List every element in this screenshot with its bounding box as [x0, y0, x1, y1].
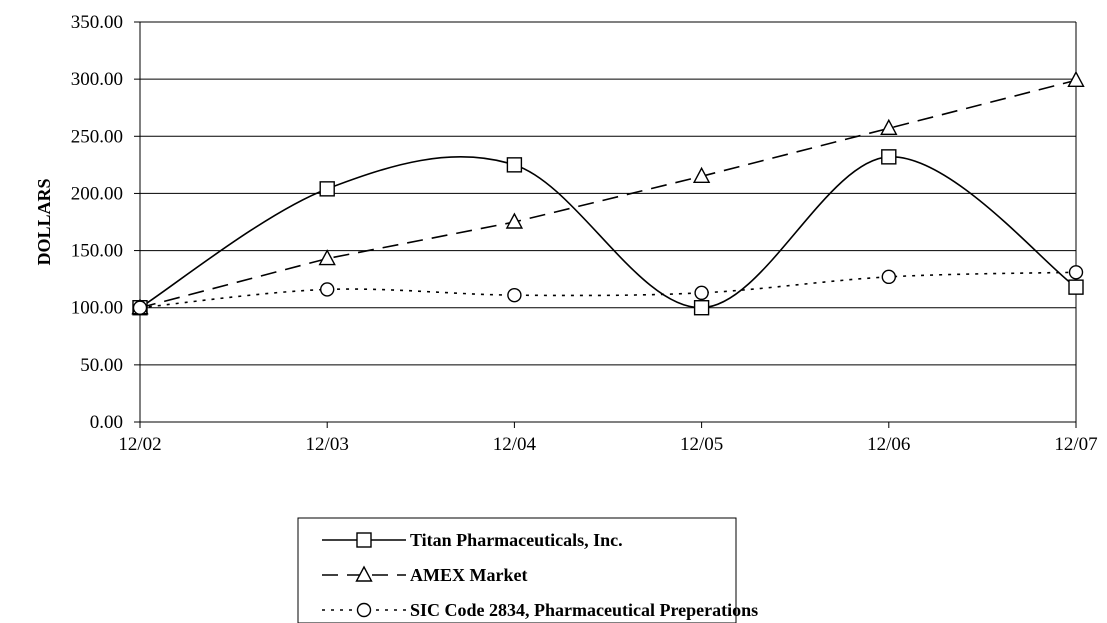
legend-marker-circle — [356, 602, 372, 618]
y-tick-label: 200.00 — [71, 183, 123, 204]
legend: Titan Pharmaceuticals, Inc. AMEX Market SI… — [297, 517, 758, 623]
y-tick-label: 300.00 — [71, 69, 123, 90]
data-point-triangle — [318, 249, 336, 266]
data-point-circle — [694, 285, 709, 301]
axes — [139, 22, 1077, 423]
x-tick-label: 12/06 — [867, 434, 910, 455]
data-point-circle — [1068, 265, 1084, 280]
series-group — [131, 70, 1085, 316]
y-tick-label: 50.00 — [80, 355, 123, 376]
data-point-circle — [320, 282, 335, 297]
series-line — [139, 271, 1077, 309]
y-tick-label: 350.00 — [71, 12, 123, 33]
legend-marker-triangle — [355, 565, 373, 582]
legend-label: AMEX Market — [410, 565, 527, 585]
data-point-circle — [507, 287, 522, 303]
data-point-square — [693, 300, 710, 316]
y-axis-title: DOLLARS — [34, 178, 54, 265]
legend-label: Titan Pharmaceuticals, Inc. — [410, 530, 623, 550]
x-tick-label: 12/03 — [306, 434, 349, 455]
series-line — [139, 79, 1077, 309]
x-tick-label: 12/05 — [680, 434, 723, 455]
y-tick-label: 100.00 — [71, 298, 123, 319]
data-point-triangle — [880, 118, 898, 135]
data-point-triangle — [1067, 70, 1085, 87]
series-square — [132, 149, 1084, 316]
series-line — [139, 156, 1077, 309]
legend-marker-square — [356, 532, 372, 548]
series-circle — [132, 265, 1084, 315]
x-tick-labels: 12/02 12/03 12/04 12/05 12/06 12/07 — [118, 434, 1097, 455]
data-point-circle — [881, 269, 896, 285]
y-tick-labels: 0.00 50.00 100.00 150.00 200.00 250.00 300.00 3… — [71, 12, 123, 433]
y-tick-label: 150.00 — [71, 241, 123, 262]
data-point-square — [881, 149, 897, 165]
x-tick-label: 12/07 — [1054, 434, 1097, 455]
x-tick-label: 12/02 — [118, 434, 161, 455]
x-tick-label: 12/04 — [493, 434, 537, 455]
gridlines — [134, 21, 1077, 428]
data-point-square — [506, 157, 523, 173]
legend-label: SIC Code 2834, Pharmaceutical Preperatio… — [410, 600, 758, 620]
data-point-circle — [132, 300, 148, 315]
y-tick-label: 0.00 — [90, 412, 123, 433]
data-point-triangle — [692, 166, 711, 183]
y-tick-label: 250.00 — [71, 126, 123, 147]
data-point-triangle — [505, 212, 524, 229]
data-point-square — [1068, 279, 1084, 295]
data-point-square — [319, 181, 335, 197]
